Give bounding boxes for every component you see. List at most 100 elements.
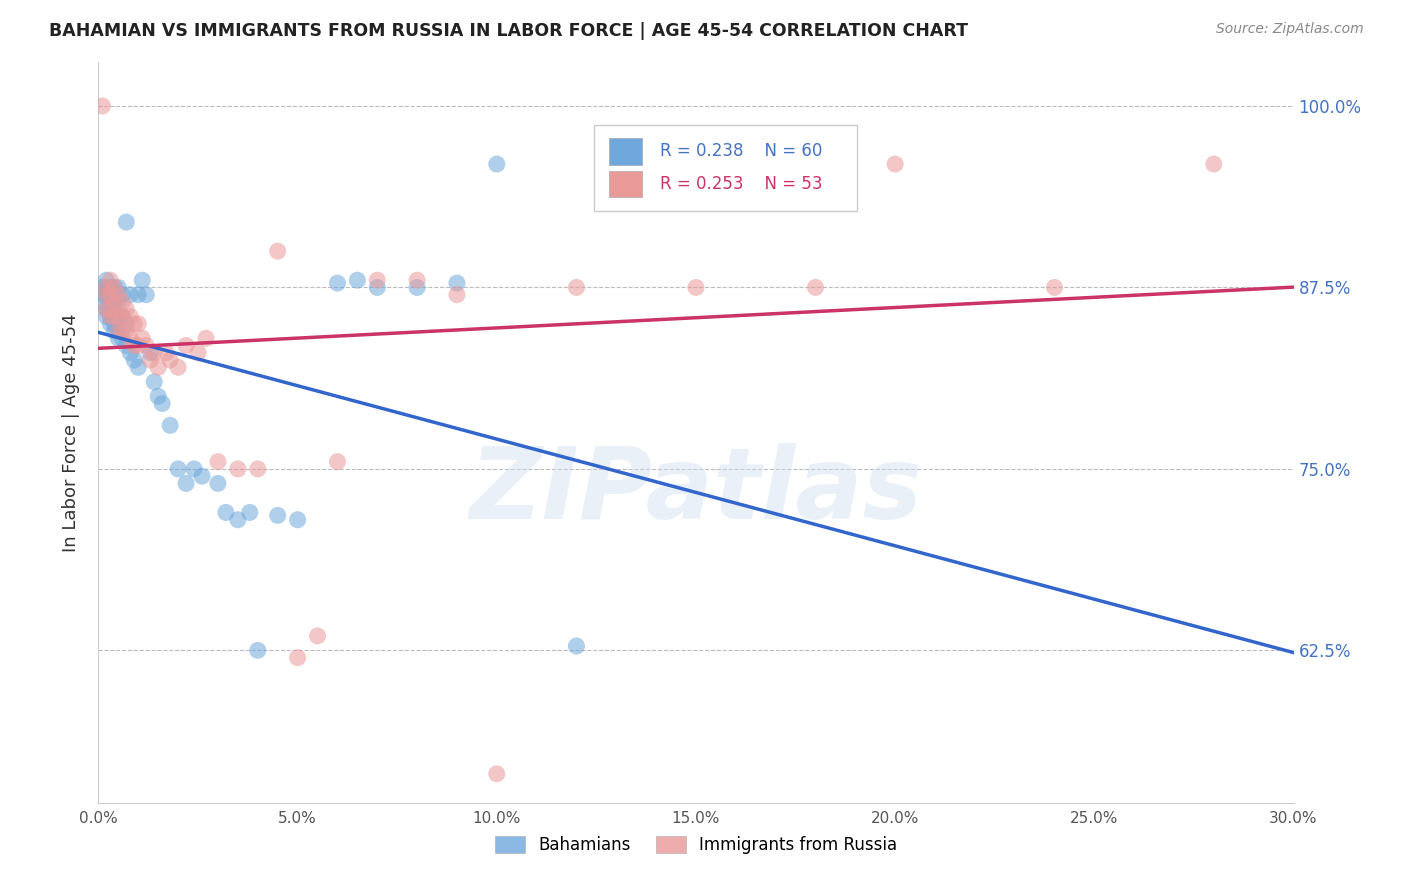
Point (91, 295, 114, 310)
Point (124, 338, 146, 352)
Point (167, 462, 190, 476)
Point (143, 345, 166, 359)
Point (127, 317, 149, 331)
Point (191, 469, 214, 483)
Point (98, 302, 122, 317)
Point (96, 302, 118, 317)
Point (148, 389, 170, 403)
Point (195, 331, 218, 345)
Point (107, 324, 129, 338)
Y-axis label: In Labor Force | Age 45-54: In Labor Force | Age 45-54 (62, 313, 80, 552)
Point (131, 273, 153, 287)
Point (98, 280, 122, 294)
Point (127, 338, 149, 352)
Point (183, 462, 205, 476)
Point (174, 338, 197, 352)
Point (96, 273, 118, 287)
Point (103, 295, 125, 310)
Point (287, 650, 309, 665)
Point (267, 508, 290, 523)
Point (485, 157, 508, 171)
Text: R = 0.253    N = 53: R = 0.253 N = 53 (661, 175, 823, 193)
Point (98, 287, 122, 301)
Point (406, 280, 429, 294)
Point (96, 287, 118, 301)
Point (98, 273, 122, 287)
Point (111, 287, 134, 301)
Point (107, 295, 129, 310)
Point (120, 345, 142, 359)
Point (804, 280, 827, 294)
Point (139, 353, 162, 368)
Point (159, 418, 181, 433)
Point (107, 287, 129, 301)
Point (111, 310, 134, 324)
Point (107, 310, 129, 324)
Point (103, 310, 125, 324)
Point (226, 513, 249, 527)
Point (103, 317, 125, 331)
Point (246, 643, 269, 657)
Point (115, 324, 138, 338)
Point (135, 287, 157, 301)
Point (1202, 157, 1225, 171)
Point (96, 287, 118, 301)
Text: ZIPatlas: ZIPatlas (470, 443, 922, 541)
Bar (609, 138, 643, 165)
Point (139, 345, 162, 359)
Point (103, 280, 125, 294)
Point (446, 276, 468, 290)
Point (98, 302, 122, 317)
Point (267, 244, 290, 259)
Point (207, 455, 229, 469)
Point (215, 506, 238, 520)
Point (98, 317, 122, 331)
Point (98, 310, 122, 324)
Point (98, 295, 122, 310)
Point (96, 280, 118, 294)
Point (107, 280, 129, 294)
Point (446, 287, 468, 301)
Point (107, 310, 129, 324)
Point (98, 287, 122, 301)
Point (366, 280, 388, 294)
Point (346, 273, 368, 287)
Point (111, 295, 134, 310)
Point (120, 331, 142, 345)
Point (124, 317, 146, 331)
Point (111, 331, 134, 345)
Point (96, 280, 118, 294)
Point (1043, 280, 1066, 294)
Point (406, 273, 429, 287)
Point (685, 280, 707, 294)
Text: R = 0.238    N = 60: R = 0.238 N = 60 (661, 143, 823, 161)
Point (120, 310, 142, 324)
Point (91, 287, 114, 301)
Point (103, 310, 125, 324)
Point (150, 396, 173, 410)
Point (326, 276, 349, 290)
Point (207, 476, 229, 491)
Bar (609, 170, 643, 197)
Point (96, 302, 118, 317)
Point (143, 375, 166, 389)
Point (174, 476, 197, 491)
Point (135, 338, 157, 352)
Point (98, 310, 122, 324)
Point (366, 273, 388, 287)
Point (120, 287, 142, 301)
Text: Source: ZipAtlas.com: Source: ZipAtlas.com (1216, 22, 1364, 37)
Point (127, 360, 149, 375)
Point (226, 462, 249, 476)
Point (103, 295, 125, 310)
Point (115, 215, 138, 229)
Point (167, 360, 190, 375)
Point (115, 317, 138, 331)
Text: BAHAMIAN VS IMMIGRANTS FROM RUSSIA IN LABOR FORCE | AGE 45-54 CORRELATION CHART: BAHAMIAN VS IMMIGRANTS FROM RUSSIA IN LA… (49, 22, 969, 40)
Point (91, 280, 114, 294)
Point (159, 353, 181, 368)
Point (107, 331, 129, 345)
Point (91, 99, 114, 113)
Point (103, 324, 125, 338)
Point (127, 287, 149, 301)
